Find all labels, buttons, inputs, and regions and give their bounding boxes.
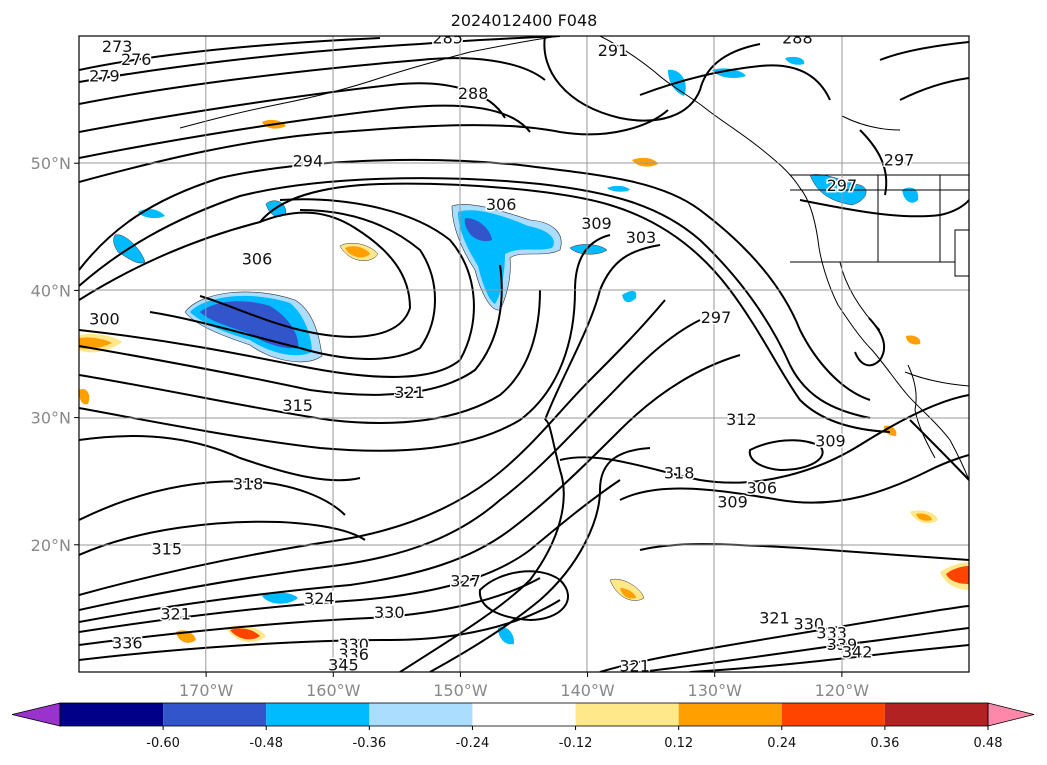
contour-label: 297 [884,150,915,169]
contour-label: 279 [89,66,120,85]
map-title: 2024012400 F048 [451,11,598,30]
contour-label: 318 [664,463,695,482]
contour-label: 345 [328,655,359,674]
contour-label: 306 [242,250,273,269]
contour-label: 288 [458,84,489,103]
contour-label: 336 [112,634,143,653]
contour-label: 309 [581,214,612,233]
colorbar-segment [884,703,988,726]
contour-label: 324 [0,473,18,492]
contour-label: 288 [782,28,813,47]
colorbar-tick-label: -0.48 [249,736,283,751]
contour-label: 318 [233,475,264,494]
lat-label: 50°N [31,154,71,173]
colorbar-tick-label: -0.60 [146,736,180,751]
colorbar-tick-label: 0.36 [870,736,899,751]
contour-label: 324 [0,559,8,578]
contour-label: 306 [746,479,777,498]
contour-label: 291 [598,41,629,60]
lon-label: 140°W [560,681,615,700]
colorbar-segment [266,703,370,726]
contour-label: 339 [827,635,858,654]
contour-label: 330 [794,615,825,634]
contour-label: 297 [827,176,858,195]
colorbar-segment [472,703,576,726]
contour-label: 297 [701,308,732,327]
longitude-labels: 170°W 160°W 150°W 140°W 130°W 120°W [179,672,869,700]
colorbar: -0.60 -0.48 -0.36 -0.24 -0.12 0.12 0.24 0.36 0.4… [11,702,1035,751]
contour-label: 330 [338,635,369,654]
lat-label: 20°N [31,536,71,555]
lon-label: 150°W [433,681,488,700]
colorbar-outline [59,702,989,727]
colorbar-segment [575,703,679,726]
contour-label: 315 [282,396,313,415]
contour-label: 321 [619,657,650,676]
colorbar-segment [678,703,782,726]
contour-label: 276 [121,50,152,69]
contour-label: 315 [151,540,182,559]
contour-label: 303 [626,228,657,247]
contour-label: 336 [18,649,49,668]
colorbar-segment [60,703,164,726]
contour-label: 306 [486,195,517,214]
colorbar-tick-label: 0.48 [974,736,1003,751]
contour-lines [79,36,969,672]
latitude-labels: 50°N 40°N 30°N 20°N [31,154,79,555]
contour-label: 321 [394,383,425,402]
lon-label: 160°W [306,681,361,700]
colorbar-tick-label: 0.24 [767,736,796,751]
contour-label: 342 [842,643,873,662]
contour-label: 336 [338,645,369,664]
colorbar-tick-label: -0.12 [559,736,593,751]
lat-label: 40°N [31,281,71,300]
contour-label: 339 [40,601,71,620]
lon-label: 120°W [815,681,870,700]
contour-label: 312 [726,410,757,429]
contour-label: 324 [46,570,77,589]
colorbar-tick-label: -0.24 [456,736,490,751]
colorbar-segment [369,703,473,726]
contour-label: 273 [102,37,133,56]
contour-label: 285 [432,28,463,47]
contour-label: 327 [450,571,481,590]
colorbar-tick-label: -0.36 [353,736,387,751]
contour-label: 330 [43,583,74,602]
contour-label: 309 [717,493,748,512]
contour-label: 300 [89,309,120,328]
graticule [79,36,969,672]
colorbar-segment [781,703,885,726]
contour-label: 282 [38,100,69,119]
lat-label: 30°N [31,409,71,428]
map-frame [78,35,970,673]
colorbar-segment [163,703,267,726]
colorbar-extend-low [11,702,61,727]
contour-label: 333 [816,624,847,643]
contour-label: 321 [160,604,191,623]
contour-label: 330 [374,603,405,622]
colorbar-extend-high [987,702,1035,727]
contour-label: 309 [815,431,846,450]
colorbar-tick-label: 0.12 [664,736,693,751]
coastlines [179,36,969,481]
lon-label: 170°W [179,681,234,700]
contour-label: 324 [304,589,335,608]
contour-label: 294 [293,152,324,171]
lon-label: 130°W [688,681,743,700]
contour-label: 321 [759,608,790,627]
